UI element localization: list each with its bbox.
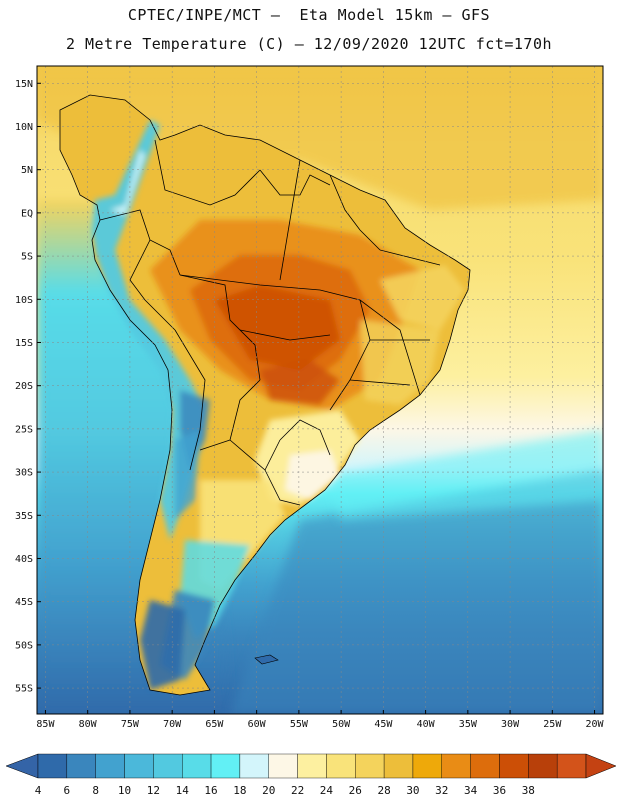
colorbar-label: 16 xyxy=(204,784,217,797)
north-warm-field xyxy=(37,66,603,210)
colorbar-swatch xyxy=(326,753,356,779)
longitude-axis: 85W 80W 75W 70W 65W 60W 55W 50W 45W 40W 35W 30W 25W 2… xyxy=(36,710,605,730)
lat-label: 45S xyxy=(15,597,33,608)
lat-label: 15S xyxy=(15,338,33,349)
lat-label: 50S xyxy=(15,640,33,651)
colorbar-swatch xyxy=(528,753,558,779)
colorbar-swatch xyxy=(66,753,96,779)
colorbar-swatch xyxy=(268,753,298,779)
colorbar-swatch xyxy=(95,753,125,779)
lat-label: 35S xyxy=(15,511,33,522)
colorbar-label: 34 xyxy=(464,784,478,797)
colorbar-swatch xyxy=(210,753,241,779)
colorbar-label: 24 xyxy=(320,784,334,797)
colorbar-label: 32 xyxy=(435,784,448,797)
lat-label: 55S xyxy=(15,684,33,695)
colorbar-label: 30 xyxy=(406,784,419,797)
colorbar-label: 26 xyxy=(349,784,362,797)
lat-label: 40S xyxy=(15,554,33,565)
colorbar-high-arrow xyxy=(585,753,617,779)
map-field xyxy=(37,66,603,714)
colorbar-label: 14 xyxy=(176,784,190,797)
colorbar-label: 20 xyxy=(262,784,275,797)
lon-label: 25W xyxy=(543,719,562,730)
lon-label: 70W xyxy=(163,719,182,730)
lat-label: 20S xyxy=(15,381,33,392)
temperature-map: 15N 10N 5N EQ 5S 10S 15S 20S 25S 30S 35S 40S 45S 50S 5… xyxy=(15,65,605,730)
colorbar-label: 38 xyxy=(522,784,535,797)
title-line-2: 2 Metre Temperature (C) – 12/09/2020 12U… xyxy=(65,35,553,53)
colorbar-swatch xyxy=(412,753,442,779)
colorbar-swatch xyxy=(470,753,500,779)
lon-label: 50W xyxy=(332,719,351,730)
colorbar-swatch xyxy=(556,753,587,779)
lat-label: 15N xyxy=(15,79,33,90)
map-grid xyxy=(37,66,603,714)
colorbar-label: 36 xyxy=(493,784,506,797)
lon-label: 40W xyxy=(417,719,436,730)
colorbar-label: 22 xyxy=(291,784,304,797)
colorbar-label: 4 xyxy=(35,784,42,797)
lat-label: 30S xyxy=(15,468,33,479)
lat-label: 5S xyxy=(21,252,33,263)
colorbar-low-arrow xyxy=(5,753,39,779)
colorbar-label: 6 xyxy=(64,784,71,797)
falkland-islands xyxy=(254,654,279,665)
lat-label: 25S xyxy=(15,424,33,435)
colorbar-swatch xyxy=(153,753,183,779)
colorbar-swatch xyxy=(239,753,269,779)
colorbar-swatch xyxy=(441,753,471,779)
lat-label: 5N xyxy=(21,165,33,176)
lon-label: 30W xyxy=(501,719,520,730)
colorbar-label: 10 xyxy=(118,784,131,797)
colorbar-label: 28 xyxy=(377,784,390,797)
lon-label: 45W xyxy=(374,719,393,730)
colorbar-swatch xyxy=(297,753,327,779)
lon-label: 55W xyxy=(290,719,309,730)
map-frame xyxy=(36,65,604,715)
latitude-axis: 15N 10N 5N EQ 5S 10S 15S 20S 25S 30S 35S 40S 45S 50S 5… xyxy=(15,79,41,695)
lon-label: 65W xyxy=(205,719,224,730)
lat-label: 10S xyxy=(15,295,33,306)
colorbar-swatch xyxy=(499,753,529,779)
lon-label: 60W xyxy=(248,719,267,730)
colorbar-swatch xyxy=(355,753,385,779)
lon-label: 20W xyxy=(586,719,605,730)
lon-label: 85W xyxy=(36,719,55,730)
lat-label: 10N xyxy=(15,122,33,133)
lon-label: 75W xyxy=(121,719,140,730)
colorbar-label: 18 xyxy=(233,784,246,797)
land-temperature-field xyxy=(92,120,465,690)
colorbar-swatch xyxy=(37,753,68,779)
colorbar: 4 6 8 10 12 14 16 18 20 22 24 26 28 30 32 34 36 38 xyxy=(5,753,617,797)
colorbar-swatch xyxy=(182,753,212,779)
lon-label: 35W xyxy=(459,719,478,730)
title-line-1: CPTEC/INPE/MCT – Eta Model 15km – GFS xyxy=(127,6,491,24)
colorbar-swatch xyxy=(383,753,414,779)
lat-label: EQ xyxy=(21,208,33,219)
lon-label: 80W xyxy=(79,719,98,730)
colorbar-swatch xyxy=(124,753,154,779)
atlantic-front-field xyxy=(330,430,603,520)
colorbar-label: 12 xyxy=(147,784,160,797)
colorbar-label: 8 xyxy=(92,784,99,797)
atlantic-cold-field xyxy=(230,470,603,714)
